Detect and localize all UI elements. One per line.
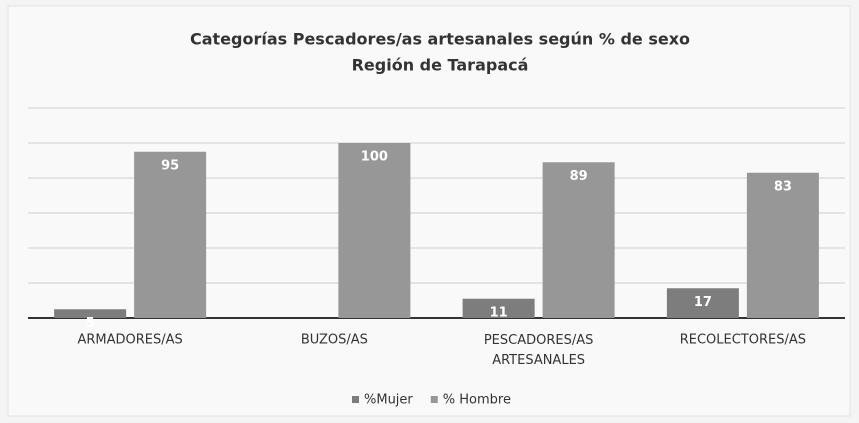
x-tick-label: PESCADORES/AS ARTESANALES bbox=[484, 333, 594, 368]
data-label: 83 bbox=[774, 179, 792, 194]
bar bbox=[134, 151, 207, 318]
legend-swatch bbox=[430, 396, 438, 403]
legend-label: % Hombre bbox=[443, 393, 511, 408]
x-tick-label: RECOLECTORES/AS bbox=[680, 333, 806, 348]
chart-subtitle: Región de Tarapacá bbox=[352, 56, 529, 75]
bar bbox=[54, 309, 127, 318]
legend-swatch bbox=[352, 396, 359, 403]
legend-label: %Mujer bbox=[364, 393, 413, 408]
data-label: 100 bbox=[361, 150, 388, 165]
x-tick-label: BUZOS/AS bbox=[301, 333, 368, 348]
bar bbox=[542, 162, 615, 318]
data-label: 95 bbox=[161, 158, 179, 173]
bar bbox=[666, 288, 739, 318]
data-label: 89 bbox=[570, 169, 588, 184]
bar bbox=[338, 143, 411, 318]
data-label: 17 bbox=[694, 295, 712, 310]
bar bbox=[746, 172, 819, 318]
data-label: 11 bbox=[490, 305, 508, 320]
bar bbox=[462, 298, 535, 318]
data-label: 5 bbox=[86, 316, 95, 331]
x-tick-label: ARMADORES/AS bbox=[77, 333, 182, 348]
chart-title: Categorías Pescadores/as artesanales seg… bbox=[190, 30, 690, 49]
